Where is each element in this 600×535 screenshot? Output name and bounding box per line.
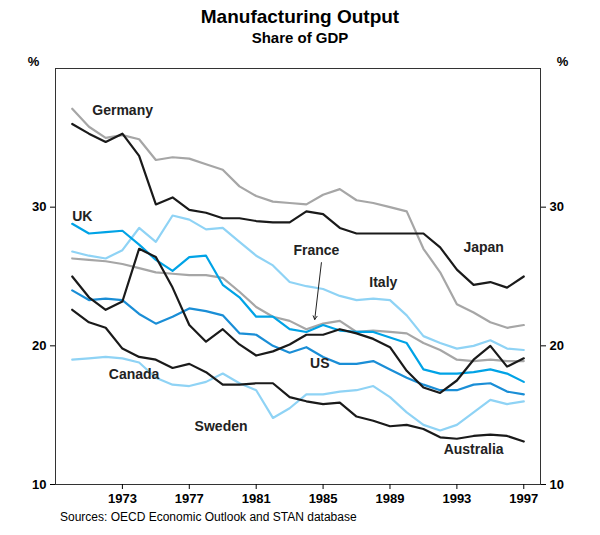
svg-text:1985: 1985 — [309, 491, 338, 506]
svg-text:Australia: Australia — [444, 441, 504, 457]
svg-text:1993: 1993 — [442, 491, 471, 506]
svg-text:Germany: Germany — [92, 102, 153, 118]
svg-text:20: 20 — [550, 338, 564, 353]
svg-text:30: 30 — [550, 199, 564, 214]
svg-text:1997: 1997 — [509, 491, 538, 506]
svg-text:Canada: Canada — [109, 366, 160, 382]
svg-text:%: % — [557, 54, 569, 69]
html-text:Share of GDP: Share of GDP — [251, 29, 349, 46]
svg-text:Japan: Japan — [463, 239, 503, 255]
html-text:Manufacturing Output: Manufacturing Output — [200, 6, 400, 27]
svg-text:Sweden: Sweden — [195, 418, 248, 434]
svg-text:1977: 1977 — [175, 491, 204, 506]
svg-text:20: 20 — [32, 338, 46, 353]
svg-text:France: France — [293, 242, 339, 258]
svg-text:%: % — [28, 54, 40, 69]
svg-text:1973: 1973 — [108, 491, 137, 506]
svg-text:1989: 1989 — [376, 491, 405, 506]
html-text:Sources: OECD Economic Outlook: Sources: OECD Economic Outlook and STAN … — [60, 510, 357, 524]
svg-text:Italy: Italy — [369, 274, 397, 290]
svg-text:30: 30 — [32, 199, 46, 214]
svg-text:US: US — [310, 355, 329, 371]
svg-text:1981: 1981 — [242, 491, 271, 506]
svg-text:10: 10 — [32, 477, 46, 492]
svg-text:10: 10 — [550, 477, 564, 492]
svg-text:UK: UK — [72, 208, 92, 224]
